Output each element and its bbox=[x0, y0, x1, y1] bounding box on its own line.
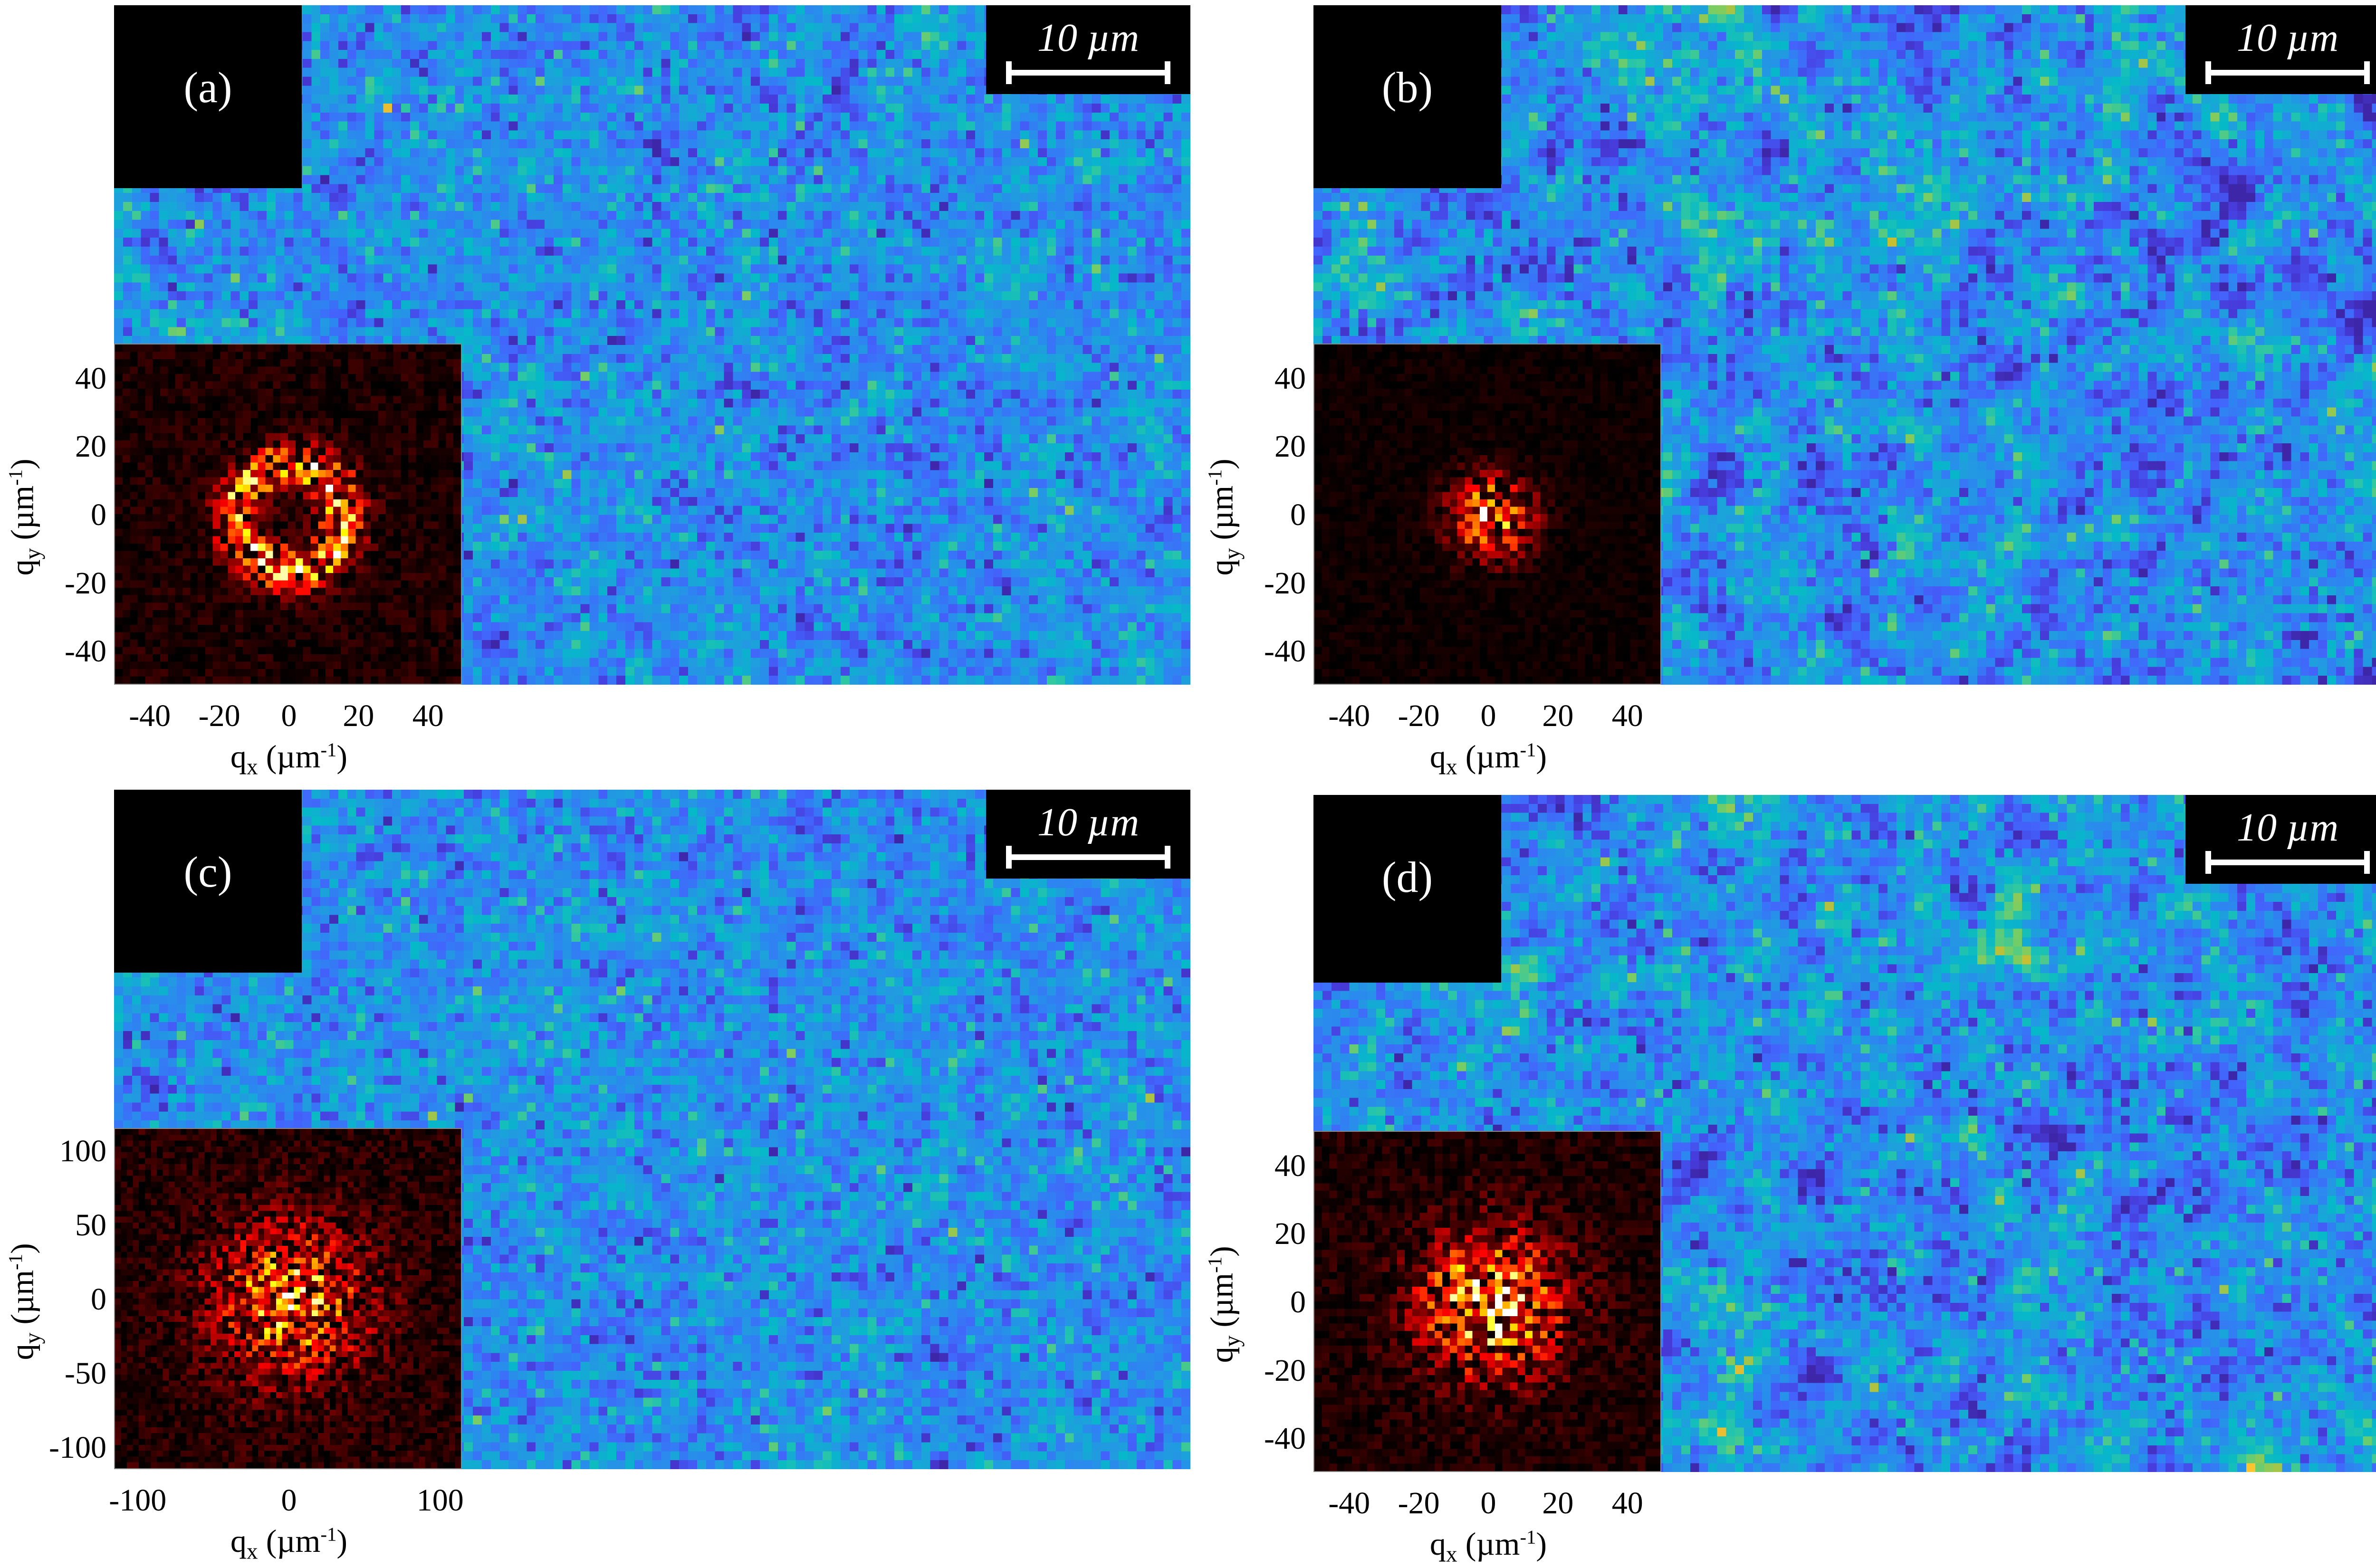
panel-label-box: (a) bbox=[114, 5, 302, 188]
fft-inset-d: 40200-20-40-40-2002040qx (µm-1)qy (µm-1) bbox=[1313, 1131, 1661, 1472]
panel-a: (a) 10 µm 40200-20-40-40-2002040qx (µm-1… bbox=[114, 5, 1190, 685]
y-tick-label: 40 bbox=[1274, 361, 1306, 397]
fft-map bbox=[115, 344, 461, 684]
x-axis-label: qx (µm-1) bbox=[1430, 738, 1547, 780]
x-tick-label: -20 bbox=[1398, 1485, 1440, 1521]
fft-map bbox=[1314, 344, 1660, 684]
x-tick-label: -40 bbox=[1328, 1485, 1370, 1521]
y-tick-label: -100 bbox=[49, 1430, 106, 1466]
panel-label: (d) bbox=[1313, 852, 1501, 902]
x-axis-label: qx (µm-1) bbox=[230, 1522, 347, 1565]
y-tick-label: -40 bbox=[1264, 633, 1306, 669]
fft-inset-b: 40200-20-40-40-2002040qx (µm-1)qy (µm-1) bbox=[1313, 344, 1661, 685]
scale-bar-label: 10 µm bbox=[2185, 15, 2376, 61]
x-tick-label: 20 bbox=[1542, 1485, 1573, 1521]
x-axis-label: qx (µm-1) bbox=[230, 738, 347, 780]
panel-label-box: (d) bbox=[1313, 795, 1501, 983]
scale-bar: 10 µm bbox=[986, 790, 1190, 879]
y-tick-label: 20 bbox=[75, 429, 106, 465]
panel-d: (d) 10 µm 40200-20-40-40-2002040qx (µm-1… bbox=[1313, 795, 2376, 1472]
y-tick-label: -20 bbox=[1264, 1353, 1306, 1389]
x-tick-label: 40 bbox=[1612, 1485, 1643, 1521]
scale-bar-line bbox=[2205, 860, 2370, 865]
y-axis-label: qy (µm-1) bbox=[4, 422, 46, 612]
scale-bar-line bbox=[2205, 70, 2370, 76]
scale-bar: 10 µm bbox=[2185, 5, 2376, 94]
x-tick-label: -20 bbox=[1398, 698, 1440, 734]
panel-label-box: (b) bbox=[1313, 5, 1501, 188]
scale-bar: 10 µm bbox=[2185, 795, 2376, 884]
x-tick-label: 40 bbox=[1612, 698, 1643, 734]
y-axis-label: qy (µm-1) bbox=[4, 1206, 46, 1396]
fft-map bbox=[1314, 1132, 1660, 1471]
panel-label: (b) bbox=[1313, 62, 1501, 113]
x-tick-label: -40 bbox=[129, 698, 171, 734]
scale-bar-label: 10 µm bbox=[986, 15, 1190, 61]
x-tick-label: -40 bbox=[1328, 698, 1370, 734]
y-tick-label: -50 bbox=[65, 1356, 106, 1392]
y-tick-label: 20 bbox=[1274, 429, 1306, 465]
y-tick-label: 0 bbox=[91, 1281, 106, 1318]
x-axis-label: qx (µm-1) bbox=[1430, 1525, 1547, 1568]
scale-bar-line bbox=[1006, 854, 1170, 860]
y-tick-label: -20 bbox=[65, 565, 106, 602]
y-tick-label: 0 bbox=[91, 497, 106, 533]
x-tick-label: 0 bbox=[281, 1482, 297, 1519]
x-tick-label: -20 bbox=[199, 698, 240, 734]
panel-c: (c) 10 µm 100500-50-100-1000100qx (µm-1)… bbox=[114, 790, 1190, 1469]
x-tick-label: 0 bbox=[1481, 698, 1496, 734]
y-tick-label: 50 bbox=[75, 1207, 106, 1243]
x-tick-label: 100 bbox=[417, 1482, 464, 1519]
panel-label: (a) bbox=[114, 62, 302, 113]
x-tick-label: 0 bbox=[281, 698, 297, 734]
y-tick-label: -40 bbox=[1264, 1421, 1306, 1457]
y-tick-label: 20 bbox=[1274, 1216, 1306, 1252]
scale-bar-line bbox=[1006, 70, 1170, 76]
fft-map bbox=[115, 1129, 461, 1468]
panel-label-box: (c) bbox=[114, 790, 302, 973]
fft-inset-a: 40200-20-40-40-2002040qx (µm-1)qy (µm-1) bbox=[114, 344, 462, 685]
y-tick-label: -20 bbox=[1264, 565, 1306, 602]
fft-inset-c: 100500-50-100-1000100qx (µm-1)qy (µm-1) bbox=[114, 1128, 462, 1469]
x-tick-label: 20 bbox=[1542, 698, 1573, 734]
y-axis-label: qy (µm-1) bbox=[1203, 422, 1245, 612]
y-tick-label: 100 bbox=[59, 1133, 106, 1169]
panel-label: (c) bbox=[114, 847, 302, 897]
x-tick-label: 20 bbox=[343, 698, 374, 734]
y-tick-label: 40 bbox=[1274, 1148, 1306, 1184]
scale-bar-label: 10 µm bbox=[2185, 804, 2376, 851]
y-tick-label: 0 bbox=[1290, 497, 1306, 533]
scale-bar: 10 µm bbox=[986, 5, 1190, 94]
y-axis-label: qy (µm-1) bbox=[1203, 1209, 1245, 1399]
scale-bar-label: 10 µm bbox=[986, 799, 1190, 845]
y-tick-label: 40 bbox=[75, 361, 106, 397]
x-tick-label: 40 bbox=[412, 698, 444, 734]
x-tick-label: -100 bbox=[109, 1482, 166, 1519]
y-tick-label: 0 bbox=[1290, 1284, 1306, 1320]
y-tick-label: -40 bbox=[65, 633, 106, 669]
panel-b: (b) 10 µm 40200-20-40-40-2002040qx (µm-1… bbox=[1313, 5, 2376, 685]
x-tick-label: 0 bbox=[1481, 1485, 1496, 1521]
